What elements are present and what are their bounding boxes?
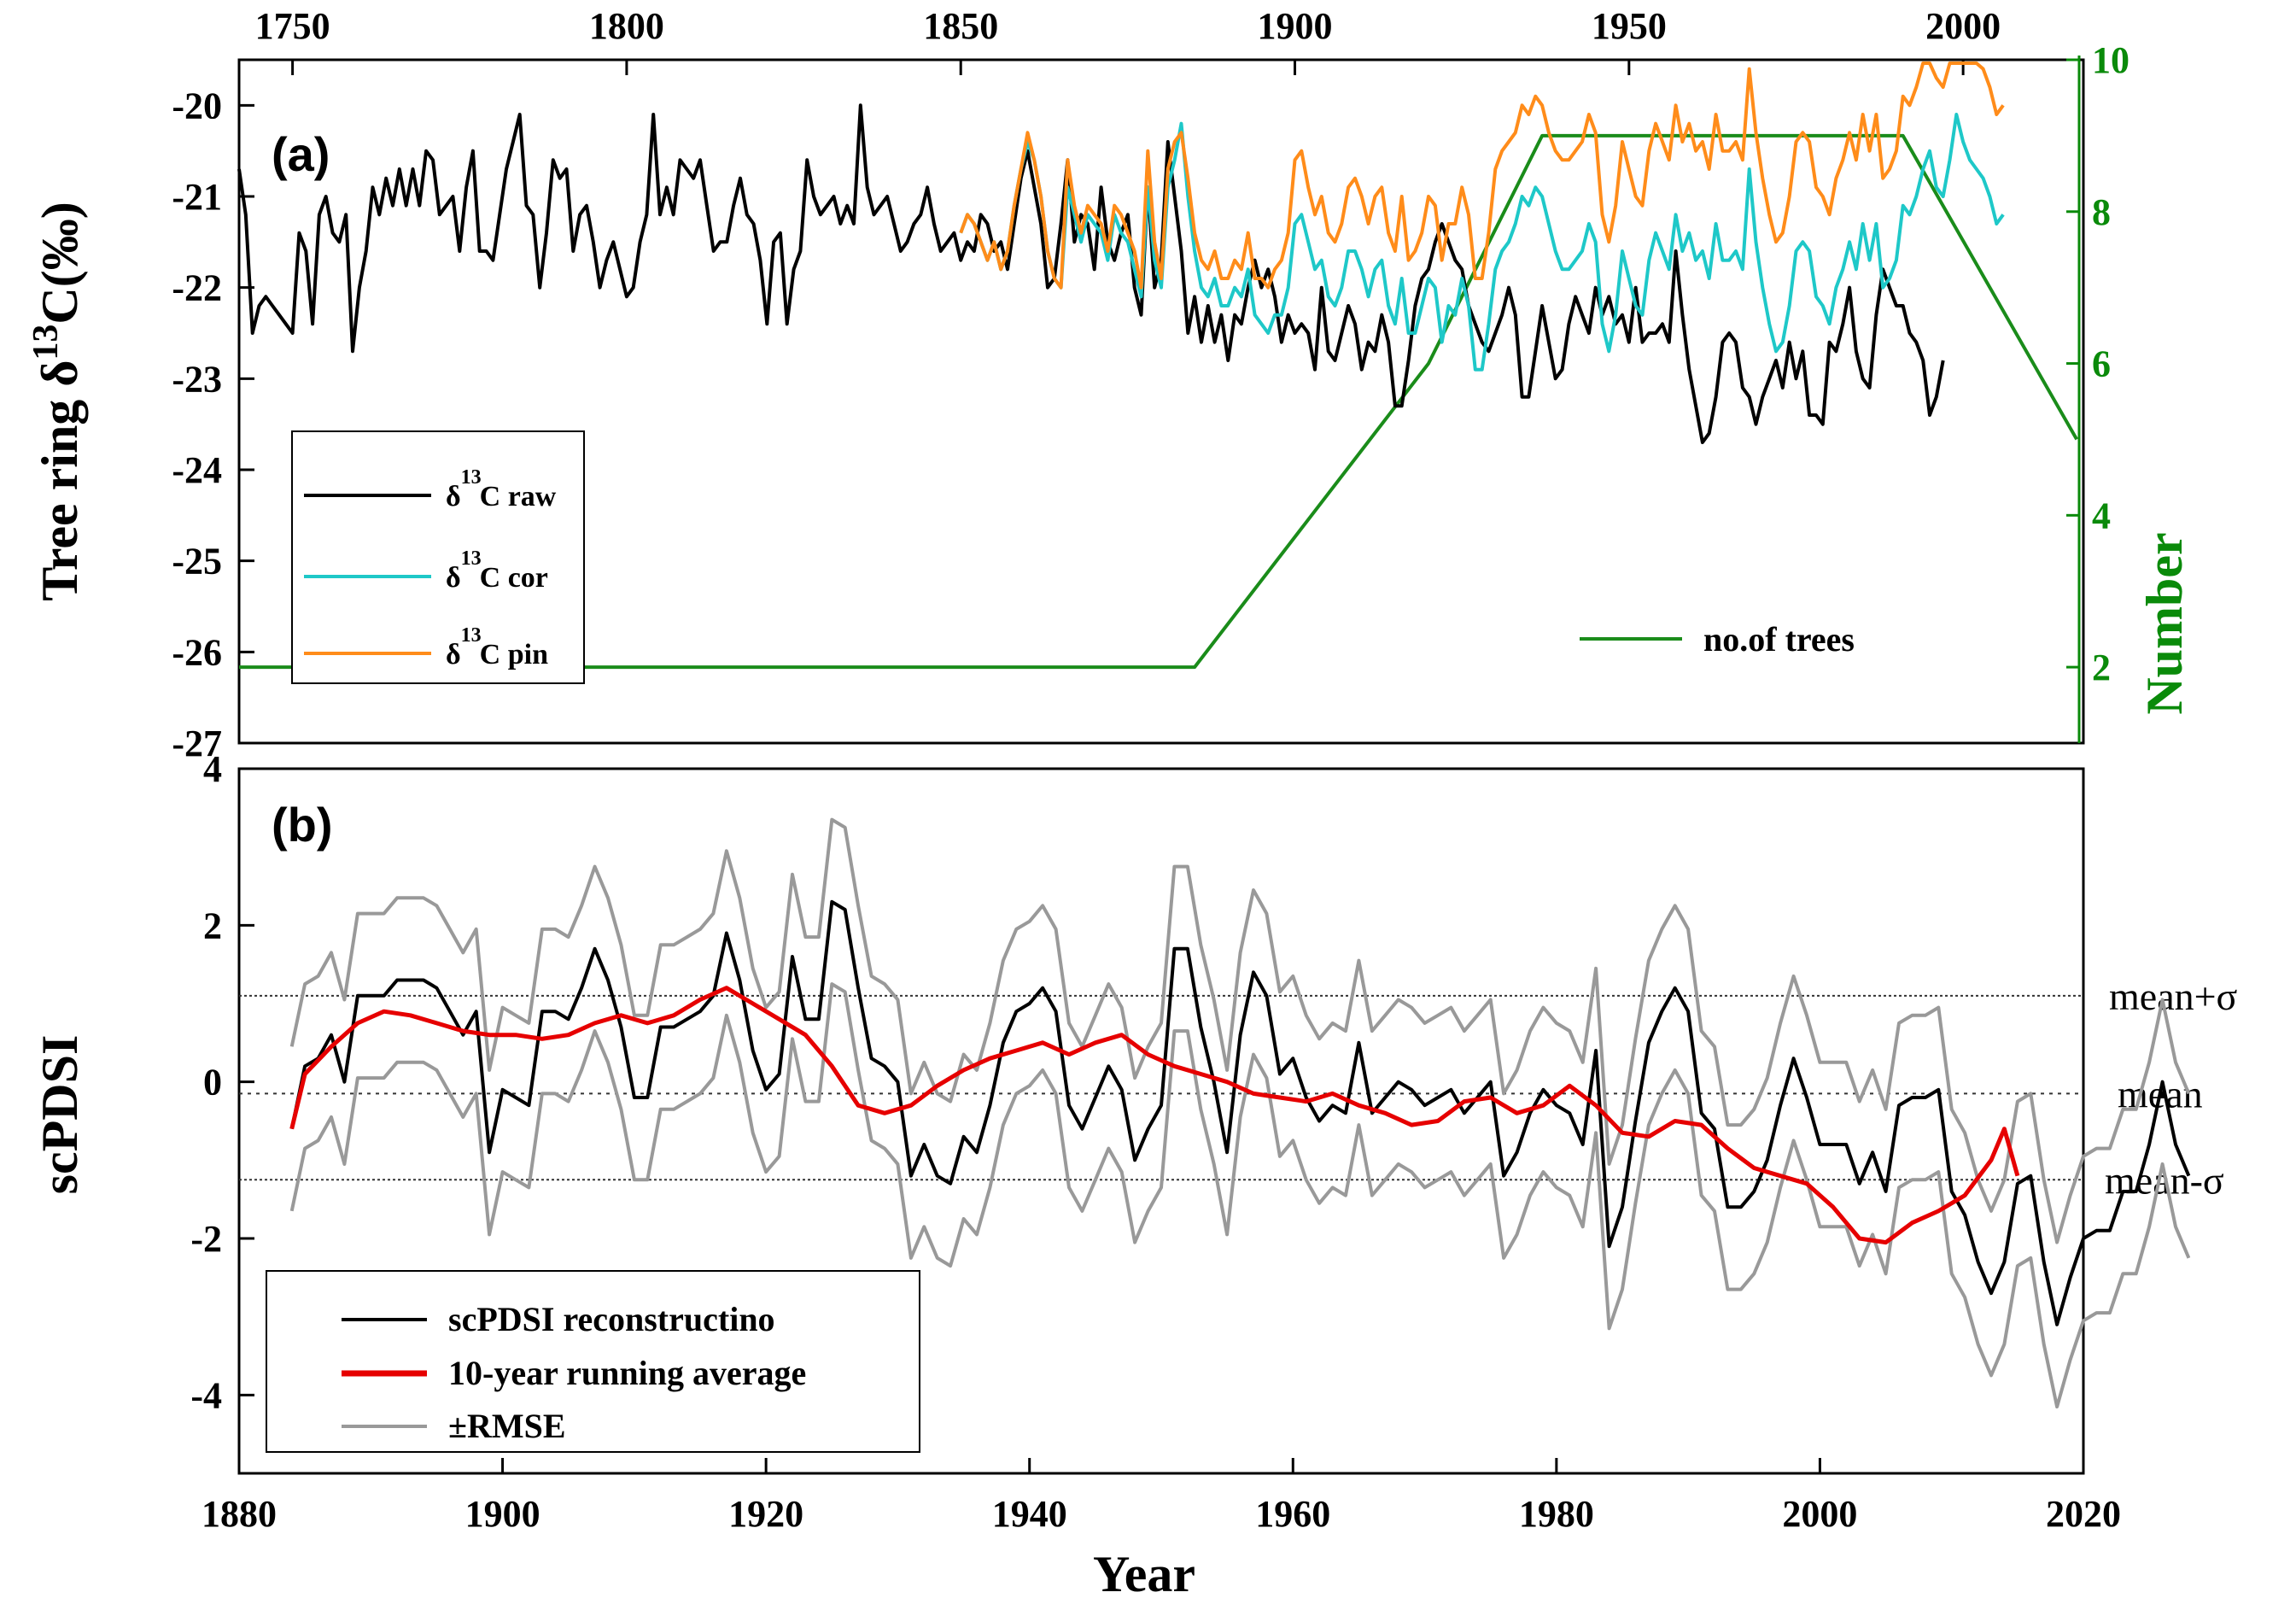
legend-label-avg: 10-year running average: [448, 1354, 806, 1392]
panel-b-y-tick-label: 4: [203, 748, 222, 790]
series-rmse-upper-line: [289, 817, 2191, 1244]
panel-b-y-tick-label: 0: [203, 1062, 222, 1103]
legend-label-trees: no.of trees: [1703, 620, 1855, 659]
series-no-of-trees-line: [239, 133, 2078, 670]
panel-a-top-x-tick-label: 1750: [255, 5, 330, 47]
panel-a-legend-box: [291, 430, 585, 684]
panel-a-y-title-suffix: C(‰): [32, 202, 88, 324]
panel-a-top-x-tick-label: 1800: [589, 5, 664, 47]
legend-pin-sup: 13: [461, 624, 482, 647]
panel-a-series: [237, 61, 2078, 670]
panel-a-y-tick-label: -26: [172, 631, 222, 673]
panel-b-label: (b): [272, 798, 333, 852]
panel-b-x-tick-label: 2000: [1782, 1493, 1857, 1535]
panel-a-right-tick-label: 6: [2092, 343, 2111, 385]
panel-b-x-axis: 1880 1900 1920 1940 1960 1980 2000 2020: [202, 1458, 2121, 1535]
panel-a-y-tick-label: -22: [172, 267, 222, 309]
panel-a-right-tick-label: 8: [2092, 191, 2111, 233]
panel-a-y-tick-label: -20: [172, 85, 222, 126]
panel-b-x-tick-label: 2020: [2046, 1493, 2121, 1535]
panel-a-y-tick-label: -21: [172, 176, 222, 218]
panel-b-x-tick-label: 1940: [992, 1493, 1067, 1535]
panel-a-right-tick-label: 10: [2092, 39, 2129, 81]
panel-a-y-tick-label: -25: [172, 541, 222, 582]
panel-b-series: [289, 817, 2191, 1409]
panel-b-x-tick-label: 1880: [202, 1493, 277, 1535]
series-rmse-lower-line: [289, 982, 2191, 1409]
panel-a-top-x-tick-label: 1850: [923, 5, 998, 47]
legend-raw-prefix: δ: [446, 481, 461, 512]
series-d13c-pin-line: [959, 61, 2005, 290]
panel-b-y-tick-label: 2: [203, 904, 222, 946]
panel-a-right-tick-label: 4: [2092, 495, 2111, 536]
legend-pin-suffix: C pin: [480, 639, 548, 670]
panel-a-y-title-prefix: Tree ring δ: [32, 360, 88, 601]
panel-a-y-tick-label: -23: [172, 358, 222, 400]
legend-label-pin: δ13 C pin: [446, 624, 548, 670]
panel-b-legend: scPDSI reconstructino 10-year running av…: [266, 1270, 920, 1453]
panel-a-y-axis: -20 -21 -22 -23 -24 -25 -26 -27: [172, 85, 254, 764]
panel-a-top-x-tick-label: 2000: [1925, 5, 2001, 47]
panel-a-right-y-axis: 2 4 6 8 10: [2066, 39, 2129, 743]
panel-b-y-axis: 4 2 0 -2 -4: [190, 748, 254, 1416]
panel-b-x-tick-label: 1900: [465, 1493, 540, 1535]
legend-label-raw: δ13 C raw: [446, 466, 557, 512]
panel-b-frame: [237, 767, 2085, 1475]
panel-a-y-tick-label: -27: [172, 723, 222, 764]
panel-a-y-title-sup: 13: [26, 325, 66, 360]
panel-a-legend: δ13 C raw δ13 C cor δ13 C pin: [291, 430, 585, 684]
legend-cor-suffix: C cor: [480, 562, 548, 594]
panel-a-top-x-tick-label: 1950: [1592, 5, 1667, 47]
series-10yr-running-average-line: [289, 986, 2020, 1245]
panel-a-y-tick-label: -24: [172, 449, 222, 491]
panel-b-x-tick-label: 1920: [728, 1493, 803, 1535]
series-d13c-cor-line: [959, 113, 2005, 372]
legend-raw-sup: 13: [461, 466, 482, 489]
legend-label-recon: scPDSI reconstructino: [448, 1300, 775, 1338]
legend-cor-prefix: δ: [446, 562, 461, 594]
legend-label-rmse: ±RMSE: [448, 1407, 566, 1445]
panel-b-legend-box: [266, 1270, 920, 1453]
panel-b-y-tick-label: -2: [190, 1218, 222, 1260]
panel-b-y-tick-label: -4: [190, 1374, 222, 1416]
panel-a-label: (a): [272, 127, 330, 181]
panel-a-top-x-tick-label: 1900: [1258, 5, 1333, 47]
series-scpdsi-reconstruction-line: [289, 899, 2191, 1326]
panel-a-right-axis-title: Number: [2136, 532, 2193, 714]
panel-a: 1750 1800 1850 1900 1950 2000 -20 -21 -22 -23 -24…: [26, 5, 2193, 764]
panel-a-frame: [237, 58, 2085, 745]
panel-b: 1880 1900 1920 1940 1960 1980 2000 2020 4 2 0 -2 -4…: [32, 748, 2238, 1602]
panel-a-top-x-axis: 1750 1800 1850 1900 1950 2000: [255, 5, 2001, 75]
panel-b-x-tick-label: 1980: [1519, 1493, 1594, 1535]
legend-raw-suffix: C raw: [480, 481, 557, 512]
legend-cor-sup: 13: [461, 547, 482, 570]
legend-label-cor: δ13 C cor: [446, 547, 548, 594]
ref-label-mean-plus-sigma: mean+σ: [2109, 975, 2238, 1018]
series-d13c-raw-line: [237, 103, 1945, 444]
panel-b-y-axis-title: scPDSI: [32, 1035, 88, 1195]
panel-b-x-tick-label: 1960: [1255, 1493, 1330, 1535]
panel-a-y-axis-title: Tree ring δ13C(‰): [26, 202, 88, 600]
panel-b-x-axis-title: Year: [1093, 1546, 1195, 1602]
panel-a-right-tick-label: 2: [2092, 647, 2111, 688]
legend-pin-prefix: δ: [446, 639, 461, 670]
